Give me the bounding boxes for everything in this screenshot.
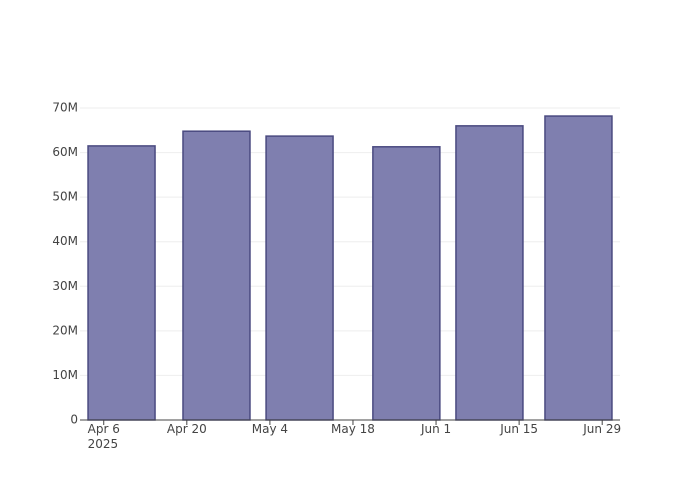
- x-tick-label: Apr 6 2025: [87, 422, 120, 451]
- x-tick-label: May 18: [331, 422, 375, 436]
- y-tick-label: 70M: [52, 101, 78, 115]
- x-tick-label: Apr 20: [166, 422, 207, 436]
- bar: [544, 115, 613, 421]
- y-tick-label: 0: [70, 413, 78, 427]
- y-tick-label: 40M: [52, 234, 78, 248]
- bar: [372, 146, 441, 421]
- y-tick-label: 50M: [52, 190, 78, 204]
- x-tick-label: May 4: [251, 422, 289, 436]
- y-tick-label: 60M: [52, 145, 78, 159]
- y-tick-label: 30M: [52, 279, 78, 293]
- x-tick-label: Jun 1: [420, 422, 452, 436]
- bar: [455, 125, 524, 421]
- x-tick-label: Jun 29: [583, 422, 622, 436]
- y-tick-label: 20M: [52, 323, 78, 337]
- y-tick-label: 10M: [52, 368, 78, 382]
- bar: [87, 145, 156, 421]
- x-tick-label: Jun 15: [500, 422, 539, 436]
- bar: [182, 130, 251, 421]
- bar: [265, 135, 334, 421]
